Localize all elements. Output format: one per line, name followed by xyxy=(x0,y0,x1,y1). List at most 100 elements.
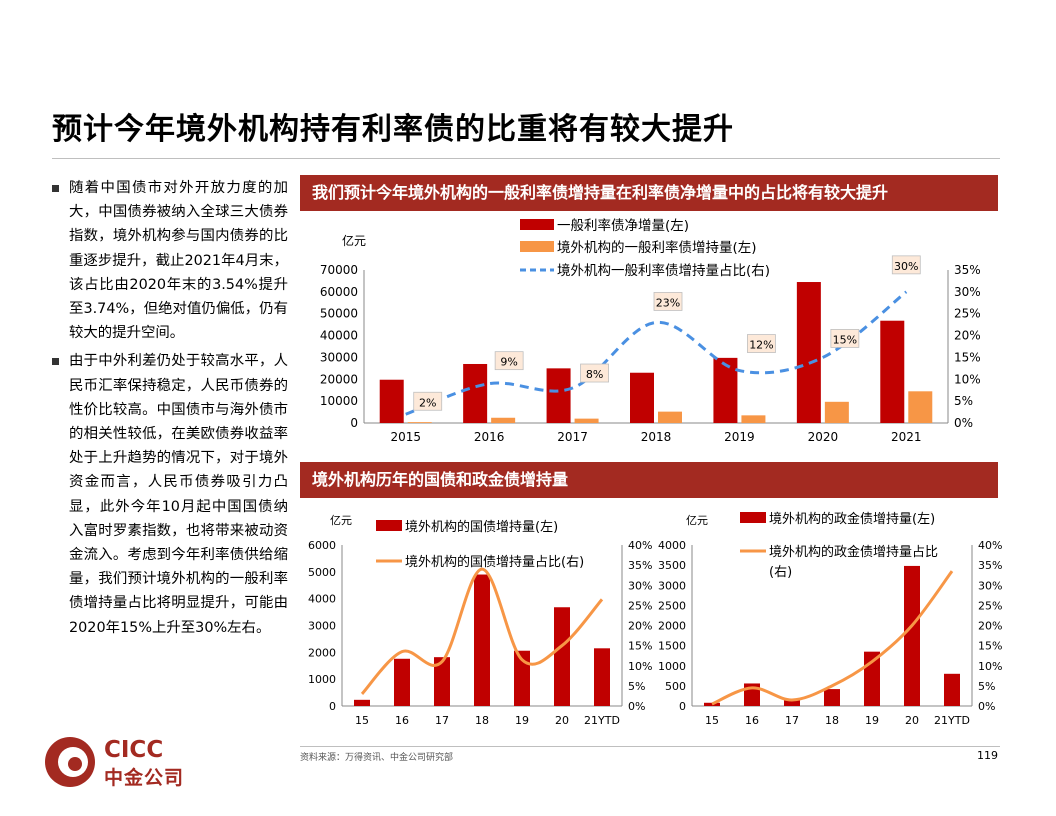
bullet-text: 随着中国债市对外开放力度的加大，中国债券被纳入全球三大债券指数，境外机构参与国内… xyxy=(69,180,288,342)
y-tick-label: 4000 xyxy=(658,539,686,552)
y-tick-label: 4000 xyxy=(308,593,336,606)
bar-secondary xyxy=(824,401,849,423)
y-tick-label: 30000 xyxy=(320,350,358,364)
y2-tick-label: 40% xyxy=(628,539,652,552)
y-tick-label: 3500 xyxy=(658,559,686,572)
bar-primary xyxy=(514,650,530,706)
data-label: 15% xyxy=(833,333,857,346)
bar-primary xyxy=(474,574,490,706)
y2-tick-label: 25% xyxy=(954,307,981,321)
y2-tick-label: 35% xyxy=(628,559,652,572)
y-tick-label: 1500 xyxy=(658,640,686,653)
x-tick-label: 17 xyxy=(435,714,449,727)
y2-tick-label: 25% xyxy=(978,599,1002,612)
bar-primary xyxy=(713,357,738,423)
y2-tick-label: 0% xyxy=(628,700,645,713)
bar-secondary xyxy=(908,391,933,423)
y2-tick-label: 25% xyxy=(628,599,652,612)
x-tick-label: 15 xyxy=(355,714,369,727)
y2-tick-label: 0% xyxy=(954,416,973,430)
x-tick-label: 19 xyxy=(515,714,529,727)
legend-label: 境外机构的政金债增持量占比 xyxy=(769,544,938,560)
bar-primary xyxy=(880,320,905,423)
bar-primary xyxy=(864,651,880,706)
series-line xyxy=(711,570,954,706)
bullet-list: 随着中国债市对外开放力度的加大，中国债券被纳入全球三大债券指数，境外机构参与国内… xyxy=(52,176,288,644)
bullet-item: 随着中国债市对外开放力度的加大，中国债券被纳入全球三大债券指数，境外机构参与国内… xyxy=(52,176,288,345)
data-label-box xyxy=(580,363,609,383)
chart-bottom-header: 境外机构历年的国债和政金债增持量 xyxy=(300,462,998,498)
data-label-box xyxy=(653,292,683,311)
y2-tick-label: 35% xyxy=(954,263,981,277)
bar-secondary xyxy=(741,415,766,423)
title-divider xyxy=(52,158,1000,159)
footer-divider xyxy=(300,746,1000,747)
bar-primary xyxy=(784,700,800,706)
bullet-item: 由于中外利差仍处于较高水平，人民币汇率保持稳定，人民币债券的性价比较高。中国债市… xyxy=(52,349,288,639)
bar-primary xyxy=(630,372,654,423)
logo-text-en: CICC xyxy=(104,737,164,763)
y2-tick-label: 20% xyxy=(954,329,981,343)
bar-primary xyxy=(796,282,821,423)
series-line xyxy=(360,567,604,695)
y2-tick-label: 35% xyxy=(978,559,1002,572)
page-title: 预计今年境外机构持有利率债的比重将有较大提升 xyxy=(52,112,734,147)
legend-swatch xyxy=(520,219,554,230)
x-tick-label: 21YTD xyxy=(584,714,620,727)
y2-tick-label: 30% xyxy=(978,579,1002,592)
chart-treasury: 0 1000 2000 3000 4000 5000 6000 0% 5% 10% 15% 20% 25… xyxy=(308,514,652,727)
data-label-box xyxy=(413,391,443,411)
bar-primary xyxy=(354,699,370,706)
y2-tick-label: 40% xyxy=(978,539,1002,552)
y2-tick-label: 15% xyxy=(954,350,981,364)
legend-swatch xyxy=(740,512,766,523)
bar-primary xyxy=(379,379,404,423)
y2-tick-label: 5% xyxy=(954,394,973,408)
x-tick-label: 16 xyxy=(395,714,409,727)
chart-top-header: 我们预计今年境外机构的一般利率债增持量在利率债净增量中的占比将有较大提升 xyxy=(300,175,998,211)
square-bullet-icon xyxy=(52,185,59,192)
x-tick-label: 2016 xyxy=(474,430,505,444)
y-tick-label: 0 xyxy=(679,700,686,713)
cicc-logo: CICC 中金公司 xyxy=(42,734,202,790)
x-tick-label: 18 xyxy=(825,714,839,727)
bar-secondary xyxy=(407,422,432,423)
series-line xyxy=(405,290,908,416)
bar-secondary xyxy=(491,417,516,423)
x-tick-label: 2015 xyxy=(390,430,421,444)
y-axis-unit: 亿元 xyxy=(342,233,366,248)
y-tick-label: 2000 xyxy=(658,620,686,633)
y-tick-label: 2000 xyxy=(308,646,336,659)
bar-primary xyxy=(434,657,450,706)
data-label-box xyxy=(830,329,860,348)
bar-primary xyxy=(944,673,960,706)
bar-primary xyxy=(904,565,920,706)
legend-label: 境外机构一般利率债增持量占比(右) xyxy=(557,262,770,279)
y-tick-label: 0 xyxy=(329,700,336,713)
x-tick-label: 2018 xyxy=(641,430,672,444)
y-axis-unit: 亿元 xyxy=(686,514,708,527)
x-tick-label: 20 xyxy=(555,714,569,727)
data-label: 12% xyxy=(749,339,773,352)
y2-tick-label: 30% xyxy=(628,579,652,592)
bar-primary xyxy=(704,702,720,706)
y-tick-label: 40000 xyxy=(320,329,358,343)
page-number: 119 xyxy=(977,749,998,762)
y-tick-label: 1000 xyxy=(308,673,336,686)
x-tick-label: 21YTD xyxy=(934,714,970,727)
y2-tick-label: 10% xyxy=(628,660,652,673)
logo-text-cn: 中金公司 xyxy=(104,767,185,789)
y-tick-label: 3000 xyxy=(308,620,336,633)
cicc-logo-icon xyxy=(45,737,95,787)
x-tick-label: 2020 xyxy=(808,430,839,444)
legend-label: 境外机构的一般利率债增持量(左) xyxy=(557,239,757,256)
y-tick-label: 70000 xyxy=(320,263,358,277)
bar-primary xyxy=(463,363,488,423)
legend-label: 境外机构的国债增持量占比(右) xyxy=(405,554,584,570)
y2-tick-label: 5% xyxy=(978,680,995,693)
square-bullet-icon xyxy=(52,358,59,366)
bar-primary xyxy=(554,607,570,706)
y2-tick-label: 15% xyxy=(978,640,1002,653)
legend-swatch xyxy=(520,241,554,252)
y2-tick-label: 5% xyxy=(628,680,645,693)
